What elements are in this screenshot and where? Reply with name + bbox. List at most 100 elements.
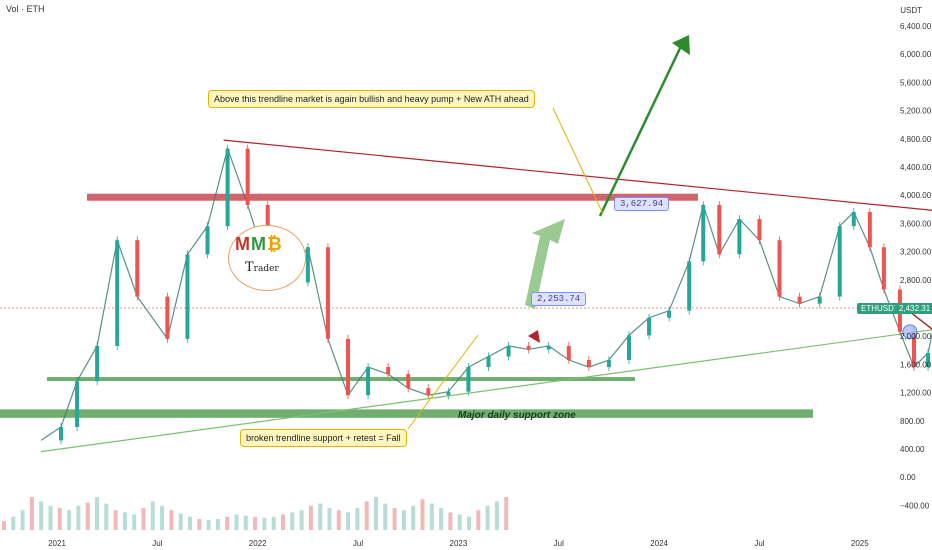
candle-body [867,212,872,248]
volume-bar [290,512,295,530]
y-axis-tick-label: 3,200.00 [900,248,932,257]
candle-body [245,148,250,205]
x-axis-tick-label: Jul [353,539,363,548]
x-axis-tick-label: Jul [152,539,162,548]
candle-body [851,212,856,227]
volume-bar [346,512,351,530]
candle-body [566,345,571,361]
candle-body [486,356,491,368]
volume-bar [308,505,313,530]
y-axis-tick-label: 2,000.00 [900,332,932,341]
volume-bar [336,510,341,530]
logo-letter-m2: M [251,234,267,254]
volume-bar [262,517,267,530]
volume-bar [467,516,471,530]
volume-bar [104,503,109,530]
candle-body [205,226,210,255]
y-axis-tick-label: 3,600.00 [900,219,932,228]
volume-bar [95,497,99,530]
candle-body [737,219,742,255]
candle-body [777,240,782,297]
candle-body [446,391,451,396]
candle-body [185,254,190,339]
y-axis-tick-label: 1,600.00 [900,360,932,369]
volume-bar [122,512,127,530]
volume-bar [420,499,425,530]
candle-body [366,367,371,396]
volume-bar [476,510,481,530]
y-axis-tick-label: 4,800.00 [900,135,932,144]
volume-bar [355,508,360,530]
y-axis-tick-label: 0.00 [900,473,916,482]
ath-target-arrowhead [672,35,690,55]
candle-body [75,381,80,427]
candle-body [606,360,611,368]
x-axis-tick-label: Jul [754,539,764,548]
y-axis-tick-label: 4,000.00 [900,191,932,200]
volume-indicator-label[interactable]: Vol · ETH [6,4,45,14]
candle-body [386,367,391,375]
x-axis-tick-label: 2023 [450,539,468,548]
volume-bar [429,503,434,530]
volume-bar [150,501,155,530]
y-axis-tick-label: −400.00 [900,501,930,510]
candle-body [911,331,916,368]
logo-subtitle: rader [253,264,279,274]
x-axis-tick-label: 2022 [249,539,267,548]
volume-bar [327,508,332,530]
volume-bar [57,508,62,530]
candle-body [626,335,631,361]
candle-body [225,148,230,227]
candle-body [165,296,170,339]
candle-body [757,219,762,241]
volume-bar [20,510,25,530]
bearish-pointer [407,334,479,430]
symbol-label: ETHUSDT [857,303,903,314]
candle-body [817,296,822,304]
volume-bar [188,516,192,530]
candle-body [881,247,886,290]
y-axis-tick-label: 2,800.00 [900,276,932,285]
candle-body [466,367,471,392]
volume-bar [271,516,276,530]
candle-body [325,247,330,339]
candle-body [797,296,802,304]
major-support-zone [0,409,813,418]
volume-bar [11,516,16,530]
volume-bar [197,519,202,530]
volume-bar [374,497,378,530]
retest-price-tag: 2,253.74 [531,292,587,306]
support-line-zone [47,377,635,382]
candle-body [305,247,310,283]
volume-bar [318,503,323,530]
volume-bar [253,516,258,530]
candle-body [837,226,842,297]
bearish-arrowhead [528,330,540,343]
brand-logo: MM₿ Trader [228,225,306,291]
ascending-trendline [40,329,932,453]
bitcoin-icon: ₿ [267,234,283,254]
candle-body [95,345,100,382]
volume-bar [243,515,248,530]
last-price-label: 2,432.31 [895,303,932,314]
volume-bar [281,514,285,530]
x-axis-tick-label: 2025 [851,539,869,548]
x-axis-tick-label: Jul [554,539,564,548]
volume-bar [439,508,444,530]
candle-body [406,374,411,389]
volume-bar [76,505,81,530]
volume-bar [48,505,53,530]
bearish-annotation: broken trendline support + retest = Fall [240,429,407,447]
volume-bar [29,497,34,530]
descending-trendline [223,139,932,211]
logo-initial: T [245,260,254,275]
candle-body [647,317,652,336]
ath-target-arrow [598,41,685,217]
candle-body [506,345,511,357]
volume-bar [67,510,72,530]
volume-bar [215,519,220,530]
y-axis-tick-label: 1,200.00 [900,389,932,398]
currency-label: USDT [900,6,922,15]
